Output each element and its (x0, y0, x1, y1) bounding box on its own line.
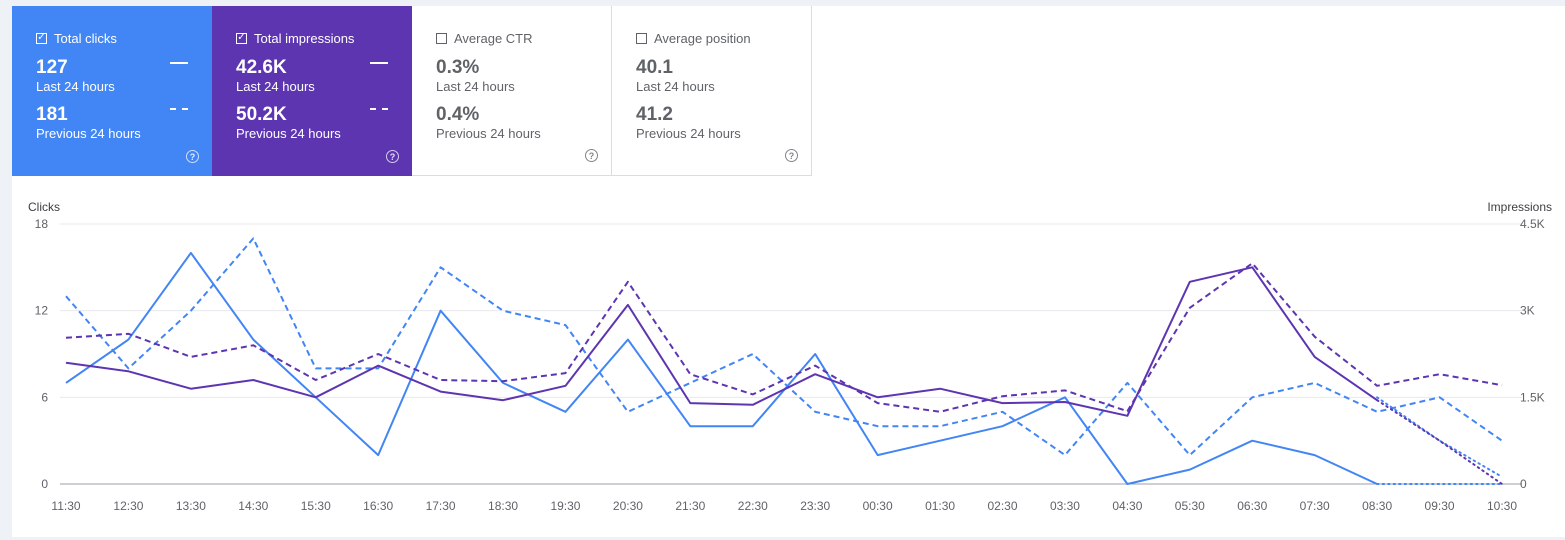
series-partial-impressions-solid (1376, 399, 1503, 485)
x-tick-label: 17:30 (426, 499, 456, 513)
series-line-clicks-dashed (65, 237, 1503, 457)
x-tick-label: 04:30 (1112, 499, 1142, 513)
chart-grid (60, 223, 1522, 485)
left-tick-label: 18 (35, 217, 49, 231)
help-icon[interactable]: ? (186, 150, 199, 163)
metric-previous-period: Previous 24 hours (36, 126, 141, 141)
x-tick-label: 10:30 (1487, 499, 1517, 513)
x-axis-ticks: 11:30 12:30 13:30 14:30 15:30 16:30 17:30 18:30… (51, 499, 1517, 513)
x-tick-label: 12:30 (113, 499, 143, 513)
metric-previous-value: 41.2 (636, 104, 673, 125)
metric-previous-period: Previous 24 hours (436, 126, 541, 141)
left-axis-ticks: 0 6 12 18 (35, 217, 49, 491)
checkbox-icon[interactable] (636, 32, 647, 44)
x-tick-label: 16:30 (363, 499, 393, 513)
metric-card-header: ✓ Total clicks (36, 30, 188, 46)
x-tick-label: 18:30 (488, 499, 518, 513)
x-tick-label: 05:30 (1175, 499, 1205, 513)
left-tick-label: 6 (41, 390, 48, 404)
x-tick-label: 06:30 (1237, 499, 1267, 513)
dashed-line-legend-icon (170, 108, 188, 110)
series-line-clicks-solid (65, 251, 1378, 485)
x-tick-label: 00:30 (863, 499, 893, 513)
metric-current-period: Last 24 hours (436, 79, 515, 94)
x-tick-label: 09:30 (1425, 499, 1455, 513)
metric-previous-value: 0.4% (436, 104, 480, 125)
metric-label: Average position (654, 30, 751, 46)
x-tick-label: 02:30 (988, 499, 1018, 513)
x-tick-label: 03:30 (1050, 499, 1080, 513)
right-tick-label: 4.5K (1520, 217, 1545, 231)
metric-current-value: 42.6K (236, 57, 287, 78)
performance-panel: ✓ Total clicks 127 Last 24 hours 181 Pre… (12, 6, 1565, 537)
dashed-line-legend-icon (370, 108, 388, 110)
x-tick-label: 15:30 (301, 499, 331, 513)
x-tick-label: 14:30 (238, 499, 268, 513)
metric-card-average-position[interactable]: Average position 40.1 Last 24 hours 41.2… (612, 6, 812, 176)
metric-current-value: 0.3% (436, 57, 480, 78)
x-tick-label: 01:30 (925, 499, 955, 513)
series-partial-clicks-dashed (1376, 396, 1503, 478)
x-tick-label: 19:30 (550, 499, 580, 513)
metric-current-period: Last 24 hours (36, 79, 115, 94)
x-tick-label: 22:30 (738, 499, 768, 513)
metric-label: Total impressions (254, 30, 355, 46)
metric-current-value: 127 (36, 57, 68, 78)
right-tick-label: 1.5K (1520, 390, 1545, 404)
right-axis-label: Impressions (1487, 200, 1552, 214)
left-tick-label: 0 (41, 477, 48, 491)
x-tick-label: 20:30 (613, 499, 643, 513)
metric-card-header: Average position (636, 30, 787, 46)
x-tick-label: 23:30 (800, 499, 830, 513)
metric-label: Average CTR (454, 30, 533, 46)
metric-card-header: ✓ Total impressions (236, 30, 388, 46)
metric-card-header: Average CTR (436, 30, 587, 46)
series-line-impressions-dashed (65, 262, 1503, 413)
x-tick-label: 21:30 (675, 499, 705, 513)
metric-current-period: Last 24 hours (636, 79, 715, 94)
metric-current-value: 40.1 (636, 57, 673, 78)
right-axis-ticks: 0 1.5K 3K 4.5K (1520, 217, 1545, 491)
help-icon[interactable]: ? (585, 149, 598, 162)
solid-line-legend-icon (370, 62, 388, 64)
metric-previous-value: 50.2K (236, 104, 287, 125)
check-icon[interactable]: ✓ (36, 32, 47, 44)
right-tick-label: 3K (1520, 304, 1535, 318)
x-tick-label: 11:30 (51, 499, 80, 513)
metric-current-period: Last 24 hours (236, 79, 315, 94)
metric-card-total-clicks[interactable]: ✓ Total clicks 127 Last 24 hours 181 Pre… (12, 6, 212, 176)
solid-line-legend-icon (170, 62, 188, 64)
help-icon[interactable]: ? (386, 150, 399, 163)
metric-card-total-impressions[interactable]: ✓ Total impressions 42.6K Last 24 hours … (212, 6, 412, 176)
metric-previous-period: Previous 24 hours (636, 126, 741, 141)
left-tick-label: 12 (35, 304, 49, 318)
metric-previous-value: 181 (36, 104, 68, 125)
check-icon[interactable]: ✓ (236, 32, 247, 44)
chart-series (65, 237, 1503, 485)
left-axis-label: Clicks (28, 200, 60, 214)
metric-cards: ✓ Total clicks 127 Last 24 hours 181 Pre… (12, 6, 812, 176)
right-tick-label: 0 (1520, 477, 1527, 491)
x-tick-label: 08:30 (1362, 499, 1392, 513)
x-tick-label: 07:30 (1300, 499, 1330, 513)
checkbox-icon[interactable] (436, 32, 447, 44)
series-line-impressions-solid (65, 266, 1378, 417)
help-icon[interactable]: ? (785, 149, 798, 162)
metric-card-average-ctr[interactable]: Average CTR 0.3% Last 24 hours 0.4% Prev… (412, 6, 612, 176)
x-tick-label: 13:30 (176, 499, 206, 513)
metric-previous-period: Previous 24 hours (236, 126, 341, 141)
metric-label: Total clicks (54, 30, 117, 46)
performance-chart[interactable]: Clicks Impressions 0 6 12 18 0 1.5K 3K 4.5K 11… (12, 6, 1565, 537)
